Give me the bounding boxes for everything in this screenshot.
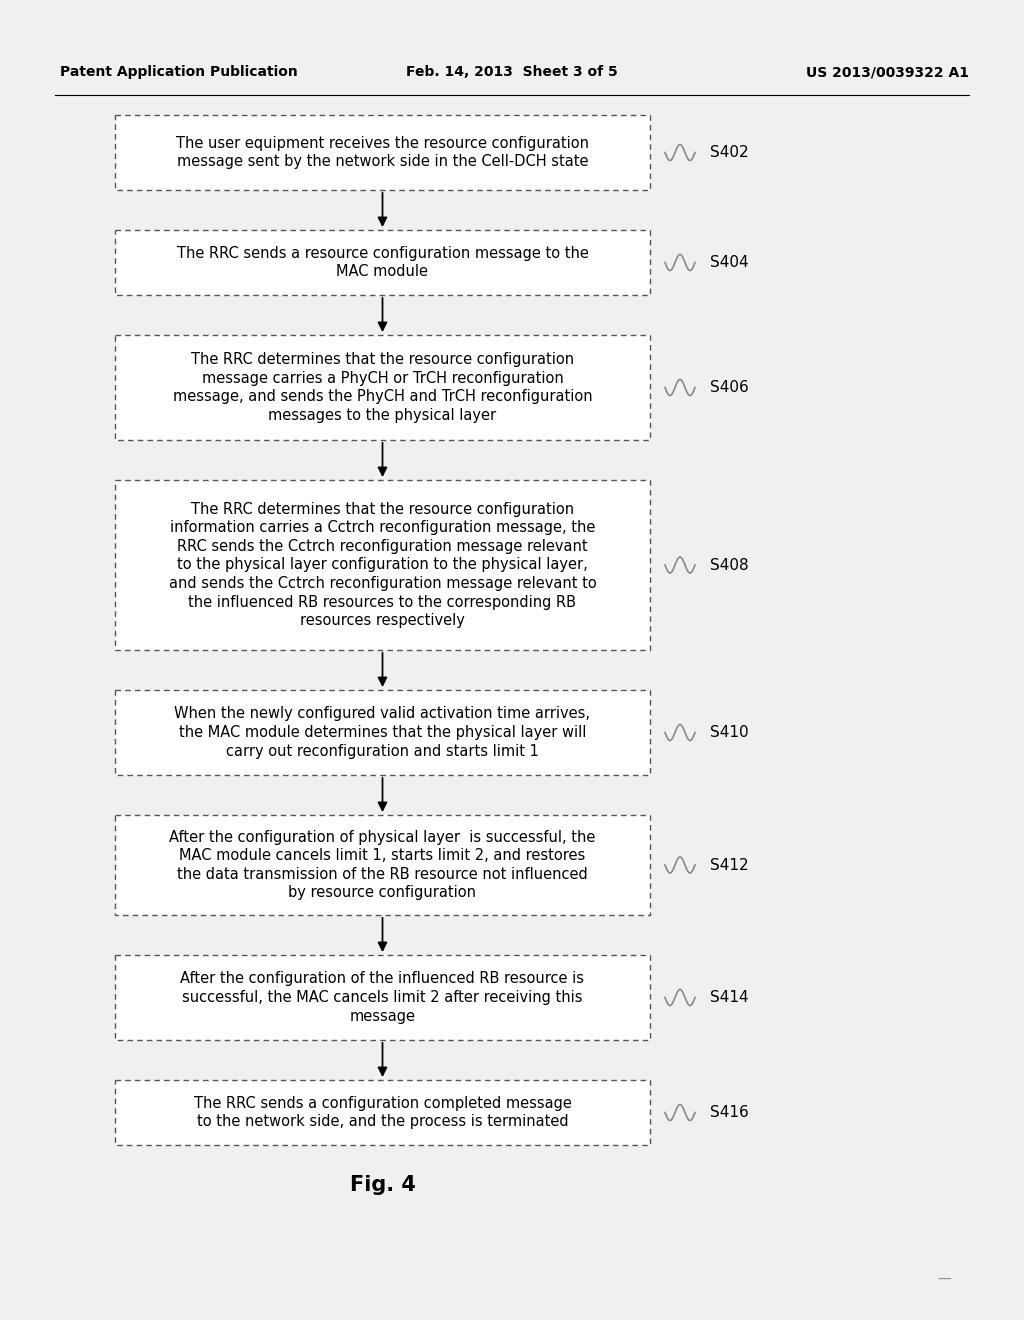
Bar — [115, 1080, 650, 1144]
Text: S412: S412 — [710, 858, 749, 873]
Text: S404: S404 — [710, 255, 749, 271]
Text: The user equipment receives the resource configuration
message sent by the netwo: The user equipment receives the resource… — [176, 136, 589, 169]
Text: Feb. 14, 2013  Sheet 3 of 5: Feb. 14, 2013 Sheet 3 of 5 — [407, 65, 617, 79]
Bar — [115, 230, 650, 294]
Text: The RRC sends a configuration completed message
to the network side, and the pro: The RRC sends a configuration completed … — [194, 1096, 571, 1130]
Bar — [115, 814, 650, 915]
Text: S406: S406 — [710, 380, 749, 395]
Text: S410: S410 — [710, 725, 749, 741]
Text: When the newly configured valid activation time arrives,
the MAC module determin: When the newly configured valid activati… — [174, 706, 591, 759]
Text: Patent Application Publication: Patent Application Publication — [60, 65, 298, 79]
Text: US 2013/0039322 A1: US 2013/0039322 A1 — [806, 65, 969, 79]
Bar — [115, 954, 650, 1040]
Text: After the configuration of the influenced RB resource is
successful, the MAC can: After the configuration of the influence… — [180, 972, 585, 1023]
Text: S414: S414 — [710, 990, 749, 1005]
Text: The RRC determines that the resource configuration
message carries a PhyCH or Tr: The RRC determines that the resource con… — [173, 352, 592, 422]
Text: S408: S408 — [710, 557, 749, 573]
Bar — [115, 480, 650, 649]
Text: The RRC determines that the resource configuration
information carries a Cctrch : The RRC determines that the resource con… — [169, 502, 596, 628]
Text: After the configuration of physical layer  is successful, the
MAC module cancels: After the configuration of physical laye… — [169, 829, 596, 900]
Text: —: — — [937, 1272, 951, 1287]
Text: S402: S402 — [710, 145, 749, 160]
Text: Fig. 4: Fig. 4 — [349, 1175, 416, 1195]
Text: S416: S416 — [710, 1105, 749, 1119]
Bar — [115, 115, 650, 190]
Text: The RRC sends a resource configuration message to the
MAC module: The RRC sends a resource configuration m… — [176, 246, 589, 280]
Bar — [115, 335, 650, 440]
Bar — [115, 690, 650, 775]
